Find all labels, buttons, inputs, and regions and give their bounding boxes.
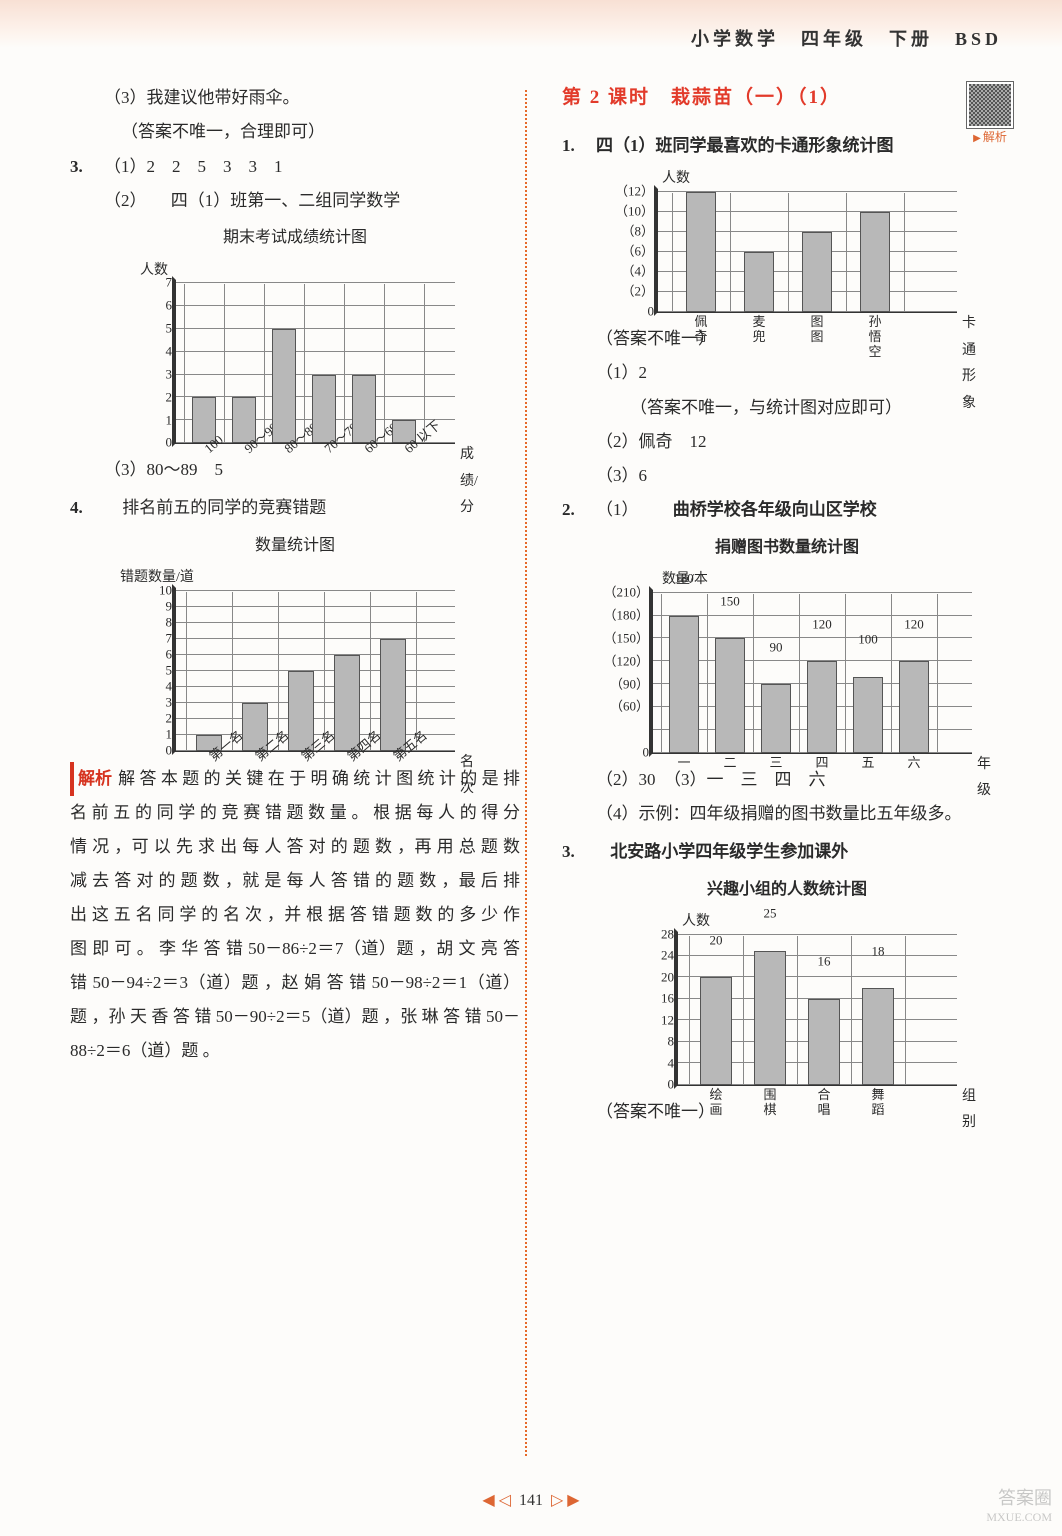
chart4-title-l1: 曲桥学校各年级向山区学校 <box>673 500 877 519</box>
q3-1: （1）2 2 5 3 3 1 <box>104 157 283 176</box>
chart1-title-l2: 期末考试成绩统计图 <box>70 223 520 253</box>
qr-box: 解析 <box>962 82 1018 145</box>
chart1-ylabel: 人数 <box>140 258 168 285</box>
prev-q3: （3）我建议他带好雨伞。 <box>70 82 520 114</box>
q3-prefix: 3. <box>70 151 104 183</box>
footer-arrow-right-icon: ▷ ▶ <box>551 1492 580 1509</box>
right-column: 第 2 课时 栽蒜苗（一）（1） 解析 1.四（1）班同学最喜欢的卡通形象统计图… <box>562 80 1012 1130</box>
chart2: 012345678910第一名第二名第三名第四名第五名名次 <box>175 592 455 752</box>
chart3: 0（2）（4）（6）（8）（10）（12）佩奇麦兜图图孙悟空卡通形象 <box>657 193 957 313</box>
q2-row: 2.（1） 曲桥学校各年级向山区学校 <box>562 494 1012 526</box>
q4-row: 4. 排名前五的同学的竞赛错题 <box>70 492 520 524</box>
watermark-l2: MXUE.COM <box>986 1510 1052 1526</box>
q2-4: （4）示例：四年级捐赠的图书数量比五年级多。 <box>562 798 1012 830</box>
prev-note: （答案不唯一，合理即可） <box>70 116 520 148</box>
qr-icon <box>967 82 1013 128</box>
lesson-title: 第 2 课时 栽蒜苗（一）（1） <box>562 80 1012 116</box>
q3-2-label: （2） <box>104 191 147 210</box>
q1-2: （2）佩奇 12 <box>562 426 1012 458</box>
q3r-row: 3. 北安路小学四年级学生参加课外 <box>562 836 1012 868</box>
q1-prefix: 1. <box>562 130 596 162</box>
page-number: 141 <box>519 1492 543 1509</box>
analysis-text: 解 答 本 题 的 关 键 在 于 明 确 统 计 图 统 计 的 是 排 名 … <box>70 769 520 1060</box>
q4-prefix: 4. <box>70 492 104 524</box>
page-header: 小学数学 四年级 下册 BSD <box>691 22 1002 56</box>
chart2-title-l2: 数量统计图 <box>70 531 520 561</box>
q3-3: （3）80～89 5 <box>70 454 520 486</box>
footer-arrow-left-icon: ◀ ◁ <box>482 1492 511 1509</box>
chart4-title-l2: 捐赠图书数量统计图 <box>562 533 1012 563</box>
chart3-title: 四（1）班同学最喜欢的卡通形象统计图 <box>596 136 894 155</box>
chart5-title-l1: 北安路小学四年级学生参加课外 <box>610 842 848 861</box>
chart2-title-l1: 排名前五的同学的竞赛错题 <box>122 498 326 517</box>
q1-1: （1）2 <box>562 357 1012 389</box>
q1-row: 1.四（1）班同学最喜欢的卡通形象统计图 <box>562 130 1012 162</box>
q1-3: （3）6 <box>562 460 1012 492</box>
left-column: （3）我建议他带好雨伞。 （答案不唯一，合理即可） 3.（1）2 2 5 3 3… <box>70 80 520 1068</box>
q3r-prefix: 3. <box>562 836 596 868</box>
chart4: 0（60）（90）（120）（150）（180）（210）180一150二90三… <box>652 594 972 754</box>
q1-1-note: （答案不唯一，与统计图对应即可） <box>562 392 1012 424</box>
q3-2-row: （2） 四（1）班第一、二组同学数学 <box>70 185 520 217</box>
analysis-block: 解析解 答 本 题 的 关 键 在 于 明 确 统 计 图 统 计 的 是 排 … <box>70 762 520 1068</box>
watermark-l1: 答案圈 <box>986 1487 1052 1510</box>
q3-line1: 3.（1）2 2 5 3 3 1 <box>70 151 520 183</box>
chart5: 048121620242820绘画25围棋16合唱18舞蹈组别 <box>677 936 957 1086</box>
qr-label: 解析 <box>973 130 1007 145</box>
chart1: 0123456710090～9980～8970～7960～6960 以下成绩/分 <box>175 284 455 444</box>
analysis-label: 解析 <box>70 762 112 796</box>
chart5-title-l2: 兴趣小组的人数统计图 <box>562 875 1012 905</box>
q2-prefix: 2. <box>562 494 596 526</box>
page-footer: ◀ ◁ 141 ▷ ▶ <box>0 1486 1062 1516</box>
q2-1-label: （1） <box>596 500 639 519</box>
chart1-title-l1: 四（1）班第一、二组同学数学 <box>171 191 401 210</box>
watermark: 答案圈 MXUE.COM <box>986 1487 1052 1526</box>
